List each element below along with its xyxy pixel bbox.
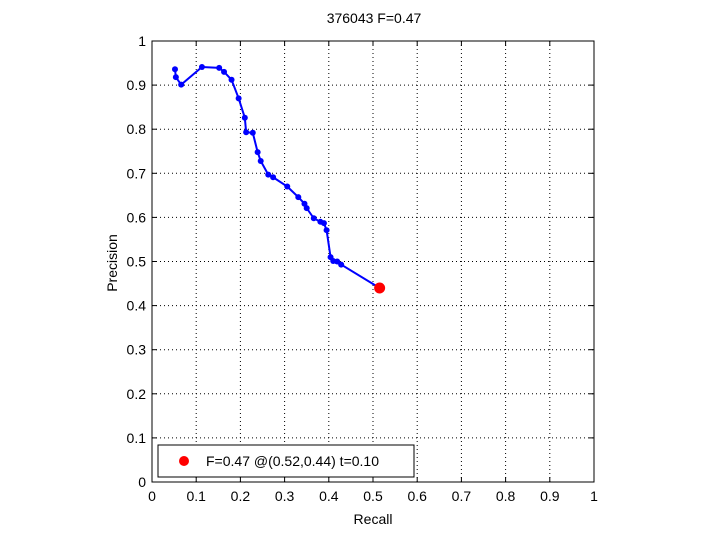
data-point [198,64,205,71]
y-tick-label: 0.7 [127,165,147,181]
data-point [172,74,179,81]
axis-ticks [151,40,595,483]
y-tick-label: 0.8 [127,121,147,137]
x-tick-label: 0 [148,488,156,504]
y-tick-label: 0.9 [127,77,147,93]
x-axis-label: Recall [354,511,393,527]
data-point [243,129,250,136]
data-point [254,149,261,156]
data-point [303,205,310,212]
x-tick-label: 0.5 [363,488,383,504]
x-tick-label: 0.7 [452,488,472,504]
data-point [284,183,291,190]
y-tick-label: 0.3 [127,342,147,358]
legend-marker [179,456,189,466]
data-point [257,157,264,164]
legend: F=0.47 @(0.52,0.44) t=0.10 [157,444,415,478]
data-point [241,114,248,121]
data-point [270,174,277,181]
x-tick-label: 0.4 [319,488,339,504]
y-axis-label: Precision [104,234,120,292]
data-point [178,81,185,88]
data-point [171,66,178,73]
y-tick-label: 0.4 [127,298,147,314]
data-point [221,68,228,75]
x-tick-label: 0.1 [186,488,206,504]
x-tick-label: 0.9 [540,488,560,504]
x-tick-label: 0.8 [496,488,516,504]
y-tick-labels: 0 0.1 0.2 0.3 0.4 0.5 0.6 0.7 0.8 0.9 1 [127,33,147,490]
y-tick-label: 0.5 [127,254,147,270]
data-point [310,215,317,222]
best-f-point [374,282,386,294]
chart-title: 376043 F=0.47 [327,10,422,26]
y-tick-label: 0.2 [127,386,147,402]
data-point [216,64,223,71]
x-tick-labels: 0 0.1 0.2 0.3 0.4 0.5 0.6 0.7 0.8 0.9 1 [148,488,598,504]
data-point [295,194,302,201]
x-tick-label: 0.6 [407,488,427,504]
series-points [171,64,383,291]
data-point [338,261,345,268]
y-tick-label: 0.6 [127,209,147,225]
legend-label: F=0.47 @(0.52,0.44) t=0.10 [206,453,379,469]
x-tick-label: 0.2 [231,488,251,504]
data-point [320,220,327,227]
grid [152,41,594,482]
data-point [323,227,330,234]
y-tick-label: 1 [138,33,146,49]
y-tick-label: 0.1 [127,430,147,446]
plot-area: 0 0.1 0.2 0.3 0.4 0.5 0.6 0.7 0.8 0.9 1 0 0.1 0.2 0.3… [127,33,599,504]
data-point [249,129,256,136]
data-point [235,95,242,102]
data-point [265,171,272,178]
y-tick-label: 0 [138,474,146,490]
data-point [228,76,235,83]
legend-box [157,444,415,478]
x-tick-label: 0.3 [275,488,295,504]
x-tick-label: 1 [590,488,598,504]
